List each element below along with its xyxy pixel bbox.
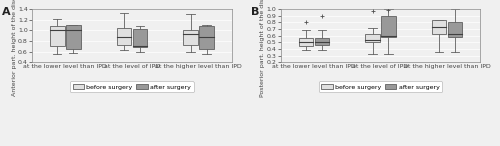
Bar	[66, 25, 80, 49]
Bar	[199, 26, 214, 49]
Bar	[314, 38, 329, 45]
Bar	[298, 38, 313, 46]
Bar	[448, 22, 462, 37]
Bar	[381, 16, 396, 37]
Bar	[132, 29, 147, 47]
Bar	[432, 20, 446, 34]
Y-axis label: Anterior part. height of the disc space: Anterior part. height of the disc space	[12, 0, 16, 96]
Y-axis label: Posterior part. height of the disc space: Posterior part. height of the disc space	[260, 0, 265, 97]
Text: A: A	[2, 7, 10, 17]
Bar	[183, 30, 198, 45]
Bar	[116, 28, 131, 45]
Bar	[50, 26, 64, 46]
Text: B: B	[250, 7, 259, 17]
Legend: before surgery, after surgery: before surgery, after surgery	[70, 81, 194, 92]
Bar	[365, 34, 380, 42]
Legend: before surgery, after surgery: before surgery, after surgery	[319, 81, 442, 92]
